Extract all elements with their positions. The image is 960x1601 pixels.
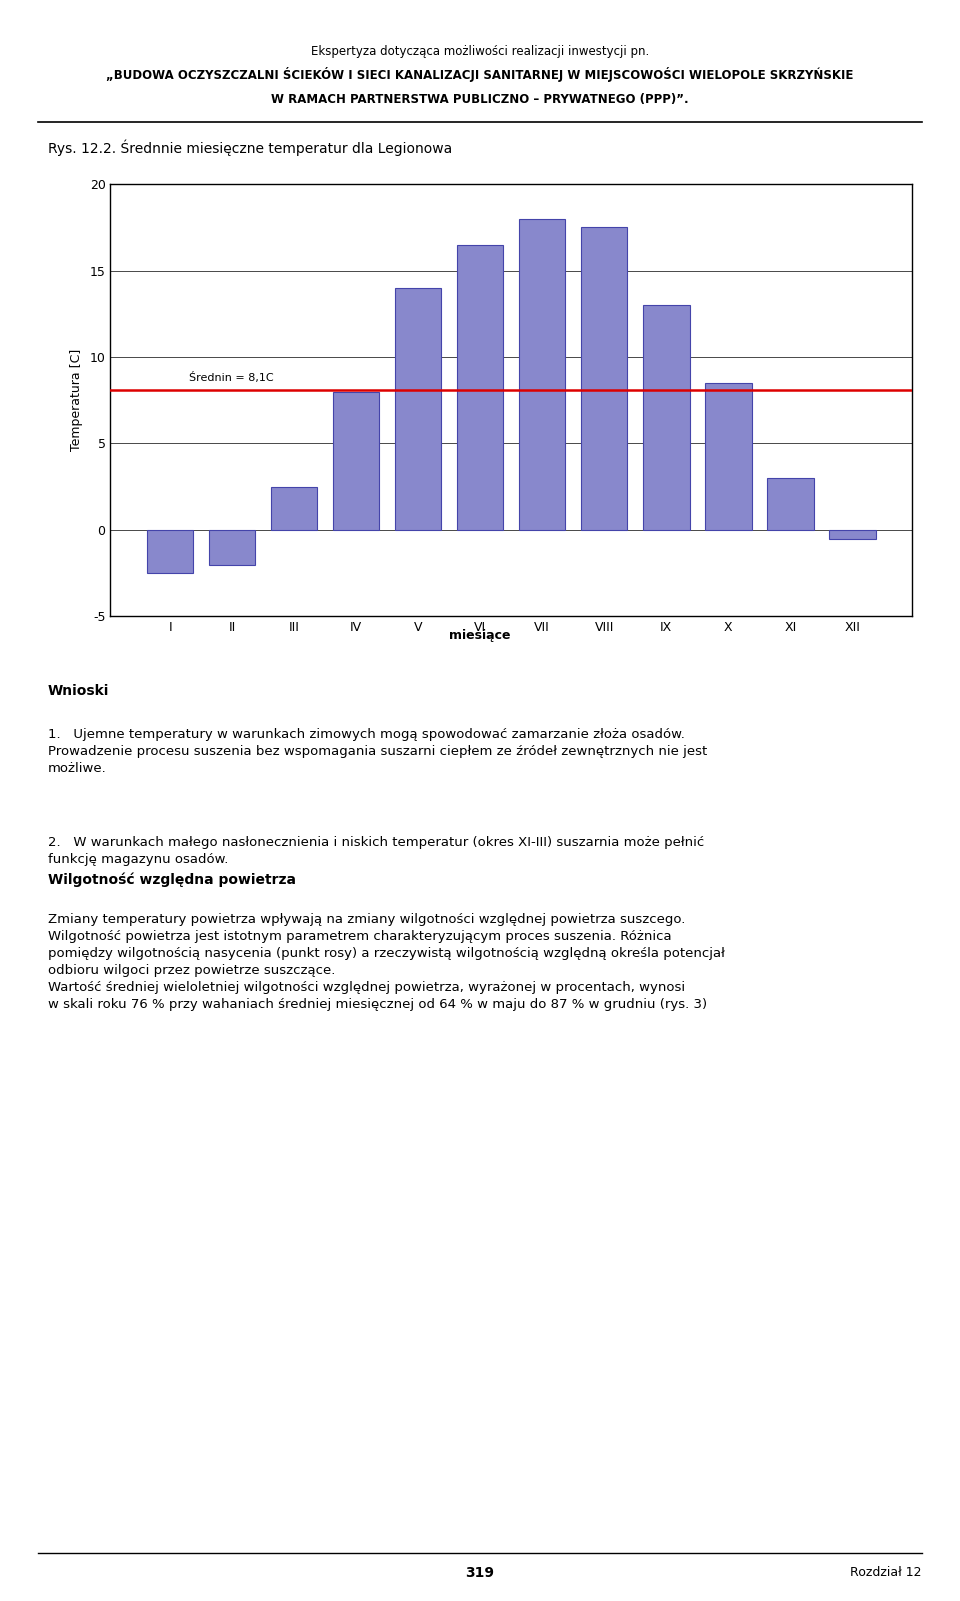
Text: 1.   Ujemne temperatury w warunkach zimowych mogą spowodować zamarzanie złoża os: 1. Ujemne temperatury w warunkach zimowy… xyxy=(48,728,708,775)
Bar xyxy=(829,530,876,538)
Bar xyxy=(271,487,318,530)
Y-axis label: Temperatura [C]: Temperatura [C] xyxy=(70,349,83,451)
Bar xyxy=(209,530,255,565)
Text: 319: 319 xyxy=(466,1566,494,1580)
Bar xyxy=(519,219,565,530)
Text: Średnin = 8,1C: Średnin = 8,1C xyxy=(189,371,274,383)
Text: 2.   W warunkach małego nasłonecznienia i niskich temperatur (okres XI-III) susz: 2. W warunkach małego nasłonecznienia i … xyxy=(48,836,705,866)
Text: Wilgotność względna powietrza: Wilgotność względna powietrza xyxy=(48,873,296,887)
Bar xyxy=(457,245,503,530)
Bar xyxy=(147,530,193,573)
Bar xyxy=(333,392,379,530)
Text: W RAMACH PARTNERSTWA PUBLICZNO – PRYWATNEGO (PPP)”.: W RAMACH PARTNERSTWA PUBLICZNO – PRYWATN… xyxy=(271,93,689,106)
Text: Zmiany temperatury powietrza wpływają na zmiany wilgotności względnej powietrza : Zmiany temperatury powietrza wpływają na… xyxy=(48,913,725,1010)
Bar xyxy=(395,288,442,530)
Bar xyxy=(581,227,628,530)
Text: miesiące: miesiące xyxy=(449,629,511,642)
Text: Wnioski: Wnioski xyxy=(48,684,109,698)
Text: „BUDOWA OCZYSZCZALNI ŚCIEKÓW I SIECI KANALIZACJI SANITARNEJ W MIEJSCOWOŚCI WIELO: „BUDOWA OCZYSZCZALNI ŚCIEKÓW I SIECI KAN… xyxy=(107,67,853,82)
Bar xyxy=(767,479,813,530)
Text: Rys. 12.2. Średnnie miesięczne temperatur dla Legionowa: Rys. 12.2. Średnnie miesięczne temperatu… xyxy=(48,139,452,155)
Text: Rozdział 12: Rozdział 12 xyxy=(851,1566,922,1579)
Bar xyxy=(705,383,752,530)
Text: Ekspertyza dotycząca możliwości realizacji inwestycji pn.: Ekspertyza dotycząca możliwości realizac… xyxy=(311,45,649,58)
Bar xyxy=(643,306,689,530)
